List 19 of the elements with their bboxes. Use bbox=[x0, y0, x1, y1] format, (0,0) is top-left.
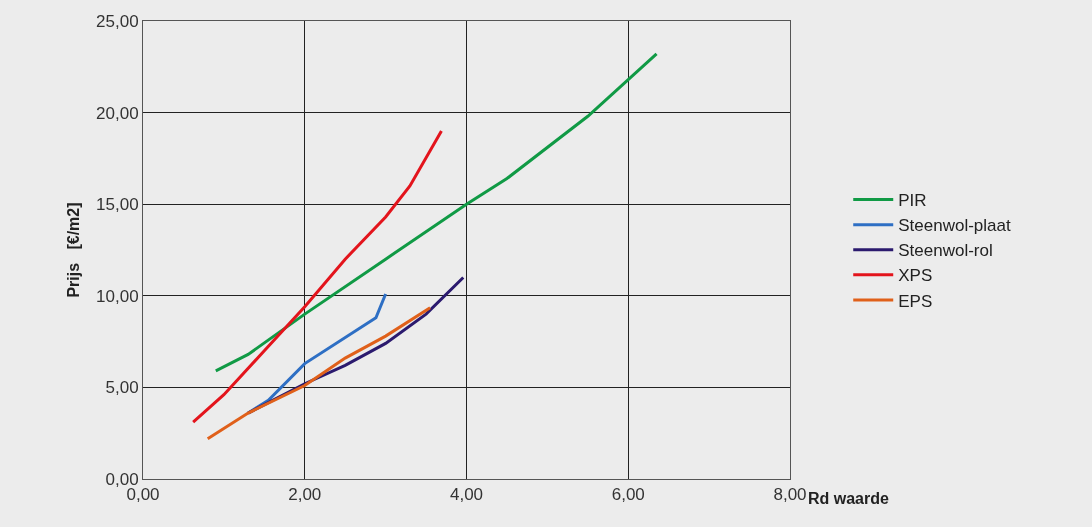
x-axis-title: Rd waarde bbox=[808, 490, 890, 507]
line-series bbox=[191, 129, 443, 424]
y-tick-label: 5,00 bbox=[105, 378, 139, 398]
legend-label: EPS bbox=[898, 291, 933, 311]
y-tick-label: 10,00 bbox=[96, 286, 139, 306]
x-tick-label: 6,00 bbox=[611, 485, 645, 505]
legend-label: Steenwol-rol bbox=[898, 241, 993, 261]
line-series bbox=[206, 306, 432, 441]
x-tick-label: 4,00 bbox=[449, 485, 484, 505]
x-tick-label: 2,00 bbox=[288, 485, 322, 505]
legend-label: Steenwol-plaat bbox=[898, 216, 1011, 236]
y-tick-label: 20,00 bbox=[96, 103, 139, 123]
legend-label: PIR bbox=[898, 191, 927, 211]
line-series bbox=[214, 52, 659, 373]
x-tick-label: 8,00 bbox=[773, 485, 807, 505]
y-axis-title: Prijs [€/m2] bbox=[64, 202, 82, 298]
y-tick-label: 15,00 bbox=[96, 195, 139, 215]
y-tick-label: 25,00 bbox=[96, 11, 139, 31]
legend-label: XPS bbox=[898, 266, 933, 286]
